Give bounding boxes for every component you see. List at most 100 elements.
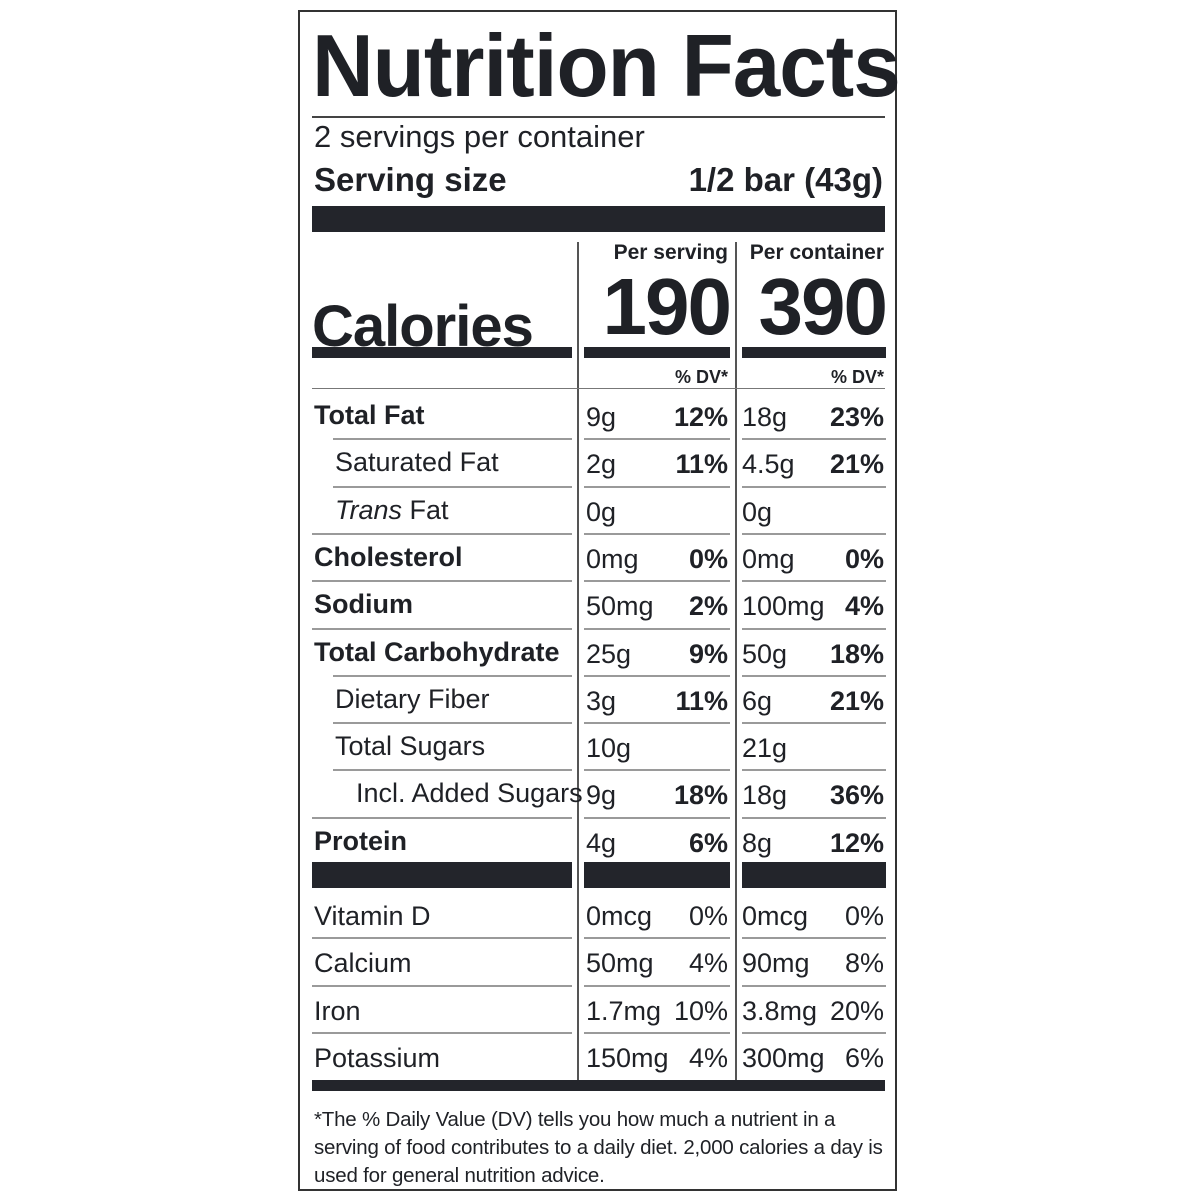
calories-divider-container [742,347,886,358]
servings-per-container: 2 servings per container [314,119,645,154]
row-divider [312,937,572,939]
container-dv: 20% [829,995,884,1026]
container-dv: 4% [844,591,884,622]
row-divider [742,937,886,939]
container-amount: 18g [742,402,788,432]
nutrient-name: Cholesterol [314,541,463,572]
nutrient-name: Total Sugars [335,731,486,762]
container-amount: 6g [742,685,773,716]
serving-dv: 0% [688,901,728,931]
vitamins-divider-serving [584,862,730,888]
row-divider [742,486,886,488]
row-divider [584,438,730,440]
row-divider [584,628,730,630]
calories-divider-serving [584,347,730,358]
container-dv: 21% [829,685,884,716]
vitamin-name: Calcium [314,948,412,979]
serving-amount: 10g [586,733,632,764]
container-dv: 8% [844,948,884,979]
serving-dv: 4% [688,948,728,979]
row-divider [742,722,886,724]
container-dv: 0% [844,543,884,574]
row-divider [312,985,572,987]
serving-dv: 18% [673,780,728,811]
container-amount: 90mg [742,948,810,979]
serving-amount: 150mg [586,1042,669,1073]
container-amount: 4.5g [742,449,795,480]
serving-amount: 0mg [586,543,639,574]
container-amount: 100mg [742,591,825,622]
row-divider [742,580,886,582]
row-divider [312,817,572,819]
row-divider [584,937,730,939]
container-amount: 21g [742,733,788,764]
serving-amount: 0g [586,496,617,527]
serving-dv: 12% [673,402,728,432]
row-divider [312,580,572,582]
serving-dv: 10% [673,995,728,1026]
container-amount: 0mcg [742,901,809,931]
nutrient-name: Saturated Fat [335,447,499,478]
container-amount: 18g [742,780,788,811]
row-divider [312,628,572,630]
vitamin-name: Iron [314,995,361,1026]
serving-amount: 50mg [586,948,654,979]
serving-dv: 11% [675,685,728,716]
dv-header-container: % DV* [830,367,884,387]
row-divider [742,985,886,987]
nutrient-name: Trans Fat [335,492,449,528]
container-dv: 36% [829,780,884,811]
nutrient-name: Dietary Fiber [335,683,490,714]
row-divider [333,675,572,677]
row-divider [333,769,572,771]
row-divider [742,533,886,535]
serving-dv: 4% [688,1042,728,1073]
row-divider [584,985,730,987]
serving-dv: 2% [688,591,728,622]
nutrient-name: Sodium [314,589,413,620]
vitamin-name: Potassium [314,1042,441,1073]
column-divider-left [577,242,579,1087]
row-divider [584,533,730,535]
row-divider [742,769,886,771]
per-serving-header: Per serving [613,241,728,264]
row-divider [584,675,730,677]
serving-amount: 1.7mg [586,995,662,1026]
container-amount: 0g [742,496,773,527]
row-divider [742,675,886,677]
vitamins-divider-container [742,862,886,888]
row-divider [333,486,572,488]
serving-dv: 11% [675,449,728,480]
container-amount: 0mg [742,543,795,574]
row-divider [742,628,886,630]
serving-amount: 0mcg [586,901,653,931]
container-dv: 6% [844,1042,884,1073]
title-divider [312,116,885,118]
row-divider [333,722,572,724]
footnote-divider [312,1080,885,1091]
per-container-header: Per container [749,241,884,264]
row-divider [584,817,730,819]
nutrient-name-italic: Trans [335,494,403,525]
serving-amount: 50mg [586,591,654,622]
container-amount: 50g [742,638,788,669]
label-title: Nutrition Facts [312,16,901,115]
container-amount: 300mg [742,1042,825,1073]
row-divider [584,486,730,488]
serving-dv: 6% [688,827,728,858]
vitamins-divider-name [312,862,572,888]
container-dv: 0% [844,901,884,931]
row-divider [333,438,572,440]
nutrient-name-rest: Fat [402,494,449,525]
serving-dv: 9% [688,638,728,669]
row-divider [584,580,730,582]
dv-header-serving: % DV* [674,367,728,387]
row-divider [312,1032,572,1034]
nutrient-name: Protein [314,825,408,856]
serving-size-label: Serving size [314,161,507,198]
nutrition-facts-label: Nutrition Facts 2 servings per container… [298,10,901,1191]
vitamin-name: Vitamin D [314,901,431,931]
calories-per-serving: 190 [602,262,732,351]
serving-amount: 4g [586,827,617,858]
row-divider [312,533,572,535]
